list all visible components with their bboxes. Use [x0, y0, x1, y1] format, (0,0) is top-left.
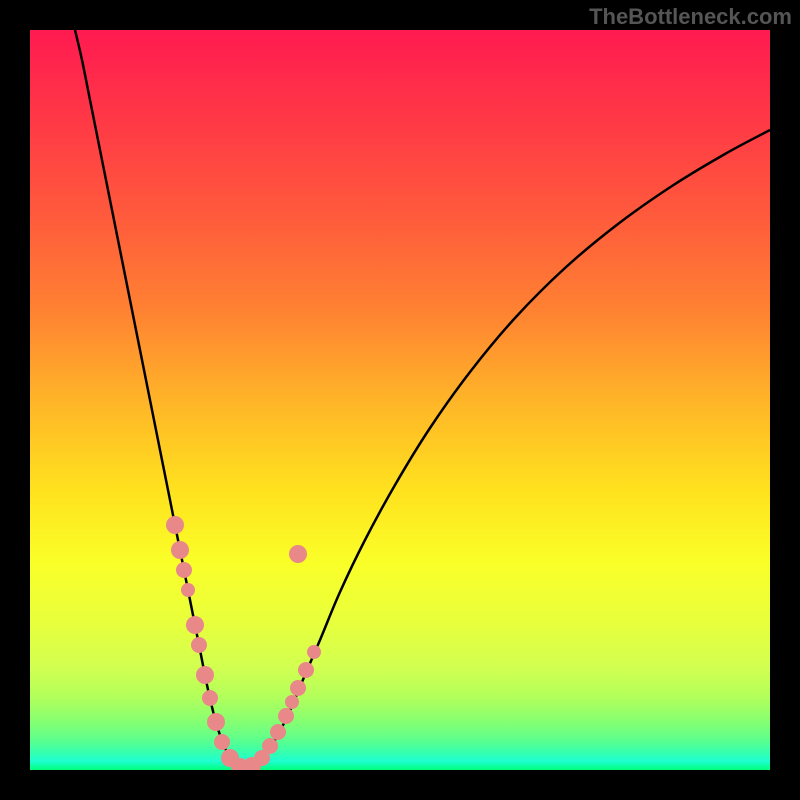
data-marker: [166, 516, 184, 534]
chart-svg: [0, 0, 800, 800]
data-marker: [181, 583, 195, 597]
watermark-text: TheBottleneck.com: [589, 4, 792, 30]
data-marker: [307, 645, 321, 659]
chart-container: TheBottleneck.com: [0, 0, 800, 800]
data-marker: [176, 562, 192, 578]
data-marker: [214, 734, 230, 750]
data-marker: [202, 690, 218, 706]
data-marker: [207, 713, 225, 731]
data-marker: [171, 541, 189, 559]
data-marker: [289, 545, 307, 563]
data-marker: [186, 616, 204, 634]
data-marker: [290, 680, 306, 696]
data-marker: [262, 738, 278, 754]
data-marker: [191, 637, 207, 653]
data-marker: [285, 695, 299, 709]
data-marker: [270, 724, 286, 740]
data-marker: [298, 662, 314, 678]
gradient-background: [30, 30, 770, 770]
data-marker: [196, 666, 214, 684]
data-marker: [278, 708, 294, 724]
